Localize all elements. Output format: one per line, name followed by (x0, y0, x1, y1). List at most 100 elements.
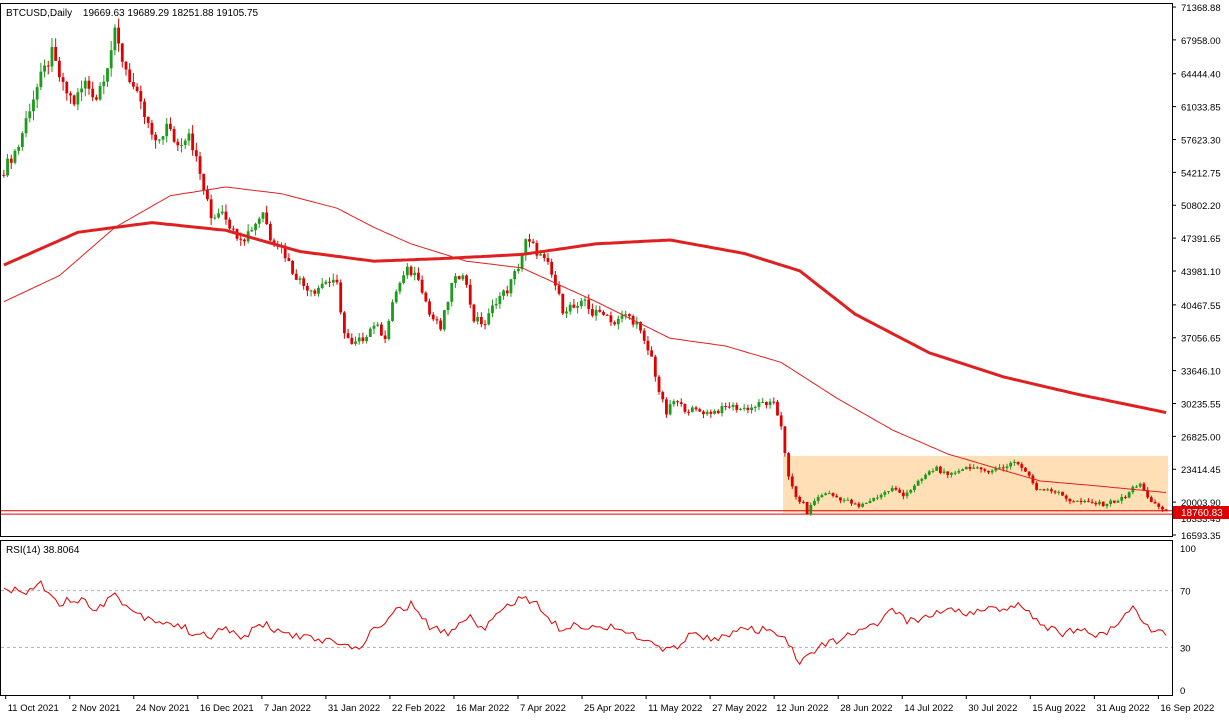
candle (180, 138, 183, 153)
candle (442, 309, 446, 332)
candle (987, 470, 990, 475)
candle (135, 83, 139, 93)
candle (446, 301, 450, 315)
candle (2, 169, 6, 178)
candle (1135, 484, 1138, 489)
candle (461, 273, 465, 281)
candle (946, 471, 950, 479)
candle (890, 485, 894, 493)
candle (176, 138, 180, 151)
candle (268, 221, 272, 242)
candle (727, 402, 731, 409)
candle (816, 494, 820, 504)
candle (553, 270, 557, 291)
candle (1016, 461, 1020, 466)
candle (187, 128, 191, 146)
y-tick-label: 50802.20 (1181, 201, 1221, 212)
candle (1046, 487, 1050, 492)
candle (735, 402, 739, 413)
candle (35, 83, 39, 109)
price-box-label: 18760.83 (1181, 508, 1223, 519)
candle (183, 138, 187, 149)
candle (254, 222, 257, 236)
candle (820, 493, 824, 498)
rsi-tick-label: 30 (1180, 643, 1191, 654)
candle (668, 399, 672, 416)
candle (1027, 471, 1031, 478)
candle (261, 211, 265, 223)
candle (972, 464, 976, 469)
candle (328, 277, 331, 288)
candle (1012, 459, 1016, 466)
candle (790, 473, 794, 489)
candle (846, 497, 850, 501)
candle (709, 409, 713, 418)
candle (250, 226, 254, 233)
candle (761, 397, 765, 403)
candle (472, 303, 476, 324)
price-panel[interactable] (0, 3, 1173, 537)
candle (143, 98, 146, 125)
candle (172, 126, 176, 144)
x-tick-label: 11 May 2022 (648, 703, 702, 714)
candle (687, 409, 691, 416)
candle (331, 273, 335, 287)
candle (672, 399, 676, 407)
candle (665, 397, 668, 418)
candle (876, 494, 879, 501)
candle (757, 399, 761, 411)
candle (676, 400, 679, 407)
rsi-panel[interactable] (0, 540, 1173, 696)
x-tick-label: 2 Nov 2021 (72, 703, 121, 714)
candle (465, 274, 468, 288)
candle (1094, 500, 1098, 507)
ohlc-values: 19669.63 19689.29 18251.88 19105.75 (83, 8, 259, 19)
candle (1024, 467, 1027, 473)
candle (13, 148, 17, 165)
candle (69, 91, 72, 104)
candle (228, 217, 232, 231)
candle (975, 465, 979, 470)
candle (65, 80, 69, 101)
candle (339, 279, 343, 315)
candle (1009, 461, 1013, 470)
candle (502, 289, 505, 300)
x-tick-label: 11 Oct 2021 (8, 703, 59, 714)
candle (764, 401, 768, 409)
x-tick-label: 16 Sep 2022 (1160, 703, 1214, 714)
rsi-tick-label: 0 (1180, 686, 1185, 697)
candle (702, 410, 705, 419)
candle (1138, 482, 1142, 489)
candle (1105, 503, 1109, 509)
candle (716, 409, 720, 415)
y-tick-label: 16593.35 (1181, 531, 1221, 542)
candle (1127, 491, 1131, 499)
candle (1116, 499, 1120, 504)
candle (624, 310, 628, 320)
candle (909, 489, 913, 495)
candle (568, 302, 572, 315)
candle (794, 485, 798, 500)
candle (824, 492, 828, 496)
y-tick-label: 37056.65 (1181, 334, 1221, 345)
candle (920, 477, 924, 484)
candle (405, 262, 409, 279)
candle (402, 271, 406, 285)
candle (739, 407, 742, 411)
x-tick-label: 16 Mar 2022 (456, 703, 509, 714)
candle (457, 275, 461, 280)
candle (439, 317, 443, 332)
candle (853, 502, 857, 505)
candle (117, 18, 121, 52)
candle (742, 403, 746, 412)
candle (950, 472, 953, 478)
candle (1157, 502, 1161, 510)
candle (206, 185, 209, 202)
candle (1072, 500, 1076, 503)
price-box-bg (1173, 506, 1229, 519)
candle (983, 468, 987, 473)
candle (787, 452, 790, 480)
candle (165, 118, 169, 143)
candle (635, 316, 639, 329)
